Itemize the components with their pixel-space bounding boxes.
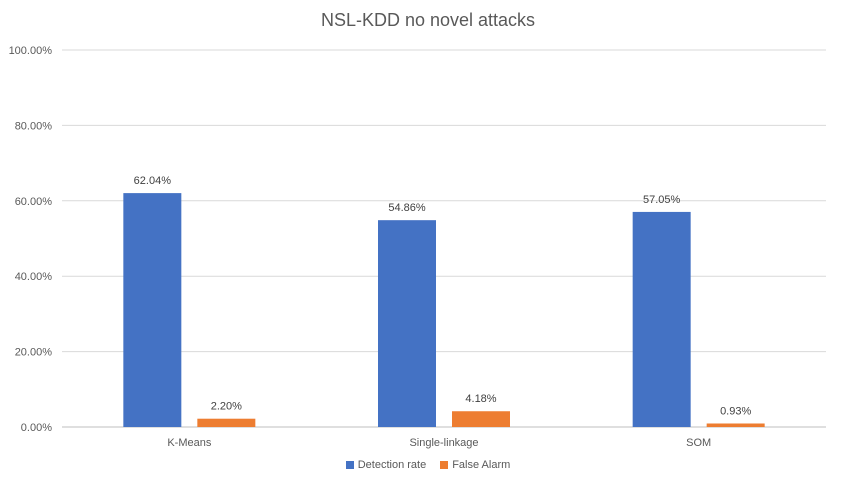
x-tick-label: Single-linkage: [409, 437, 478, 449]
data-label: 57.05%: [643, 194, 681, 206]
y-tick-label: 60.00%: [15, 196, 53, 208]
y-tick-label: 40.00%: [15, 271, 53, 283]
legend-item-detection-rate: Detection rate: [345, 459, 427, 471]
legend-swatch: [345, 461, 354, 469]
data-label: 2.20%: [211, 401, 242, 413]
chart-title: NSL-KDD no novel attacks: [320, 10, 536, 30]
bar-false-alarm-som: [706, 423, 765, 427]
data-labels: 62.04% 2.20% 54.86% 4.18% 57.05% 0.93%: [134, 175, 752, 417]
bar-detection-rate-som: [632, 211, 691, 427]
bar-detection-rate-k-means: [123, 193, 182, 427]
bar-detection-rate-single-linkage: [378, 220, 436, 427]
legend-label: False Alarm: [452, 459, 511, 471]
y-tick-label: 100.00%: [9, 45, 53, 57]
data-label: 54.86%: [388, 202, 426, 214]
y-tick-label: 80.00%: [15, 120, 53, 132]
legend-label: Detection rate: [357, 459, 427, 471]
x-tick-label: SOM: [686, 437, 711, 449]
chart-legend: Detection rate False Alarm: [0, 459, 856, 471]
bar-false-alarm-single-linkage: [452, 411, 510, 427]
data-label: 0.93%: [720, 405, 751, 417]
x-tick-label: K-Means: [167, 437, 212, 449]
gridlines: [62, 49, 826, 428]
y-axis-tick-labels: 0.00% 20.00% 40.00% 60.00% 80.00% 100.00%: [9, 45, 53, 434]
legend-item-false-alarm: False Alarm: [440, 459, 510, 471]
data-label: 62.04%: [134, 175, 172, 187]
bars: [123, 193, 765, 427]
y-tick-label: 0.00%: [21, 422, 52, 434]
y-tick-label: 20.00%: [15, 347, 53, 359]
bar-false-alarm-k-means: [197, 418, 256, 427]
legend-swatch: [440, 461, 449, 469]
x-axis-tick-labels: K-Means Single-linkage SOM: [167, 437, 711, 449]
data-label: 4.18%: [465, 393, 496, 405]
